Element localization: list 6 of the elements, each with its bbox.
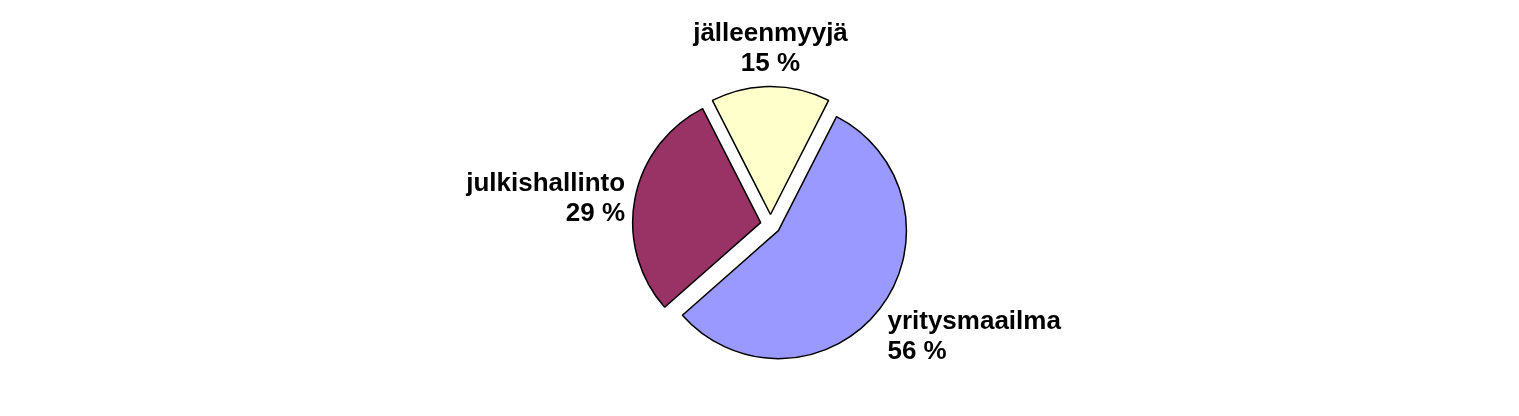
data-label: 15 % [740, 46, 801, 77]
data-label: 56 % [887, 335, 947, 366]
slice-label: jälleenmyyjä [692, 16, 849, 47]
slice-label: julkishallinto [465, 166, 626, 197]
data-label: 29 % [565, 196, 626, 227]
slice-label: yritysmaailma [887, 305, 1062, 336]
